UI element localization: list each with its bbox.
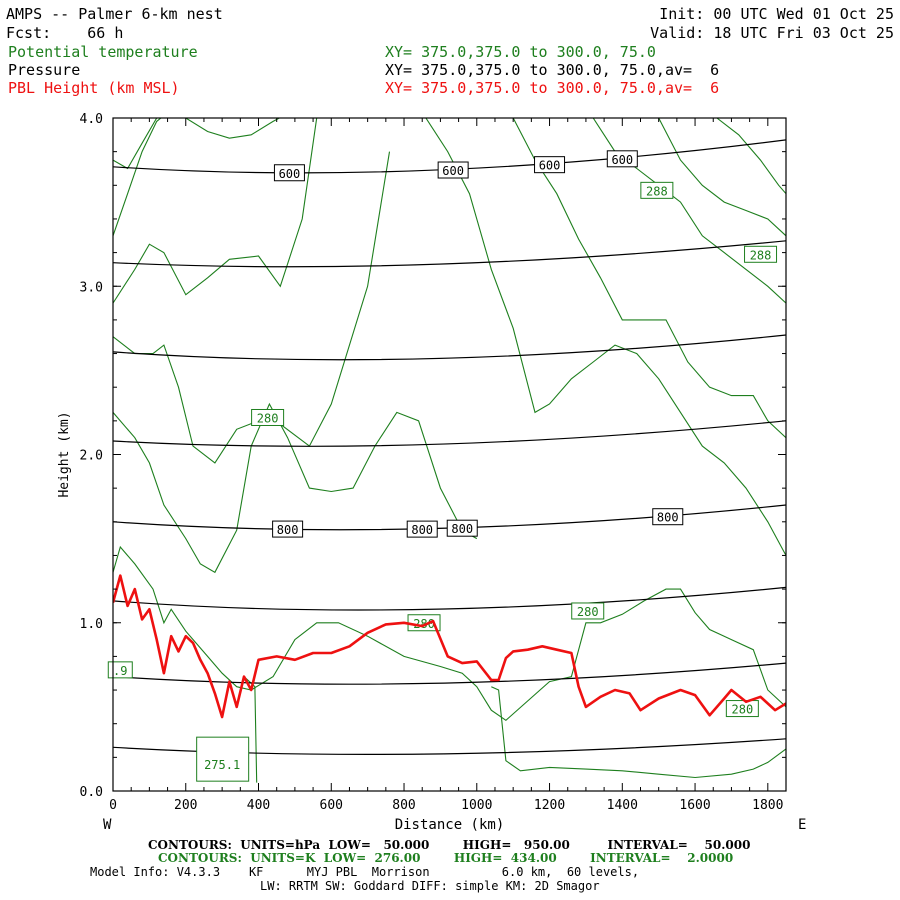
theta-min-box	[196, 736, 250, 782]
isobar-600	[112, 139, 787, 174]
isobar-label-box	[437, 161, 469, 179]
field-pressure-name: Pressure	[8, 61, 81, 79]
forecast-hour: Fcst: 66 h	[6, 24, 123, 42]
x-tick-label: 1000	[461, 798, 492, 813]
isobar-label-box	[606, 150, 638, 168]
isobar-700	[112, 334, 787, 361]
isobar-label: 800	[277, 523, 299, 537]
isobar-label: 800	[657, 511, 679, 525]
field-theta-xy: XY= 375.0,375.0 to 300.0, 75.0	[385, 43, 656, 61]
isobar-900	[112, 662, 787, 685]
theta-label-box	[571, 602, 605, 620]
theta-label-box	[725, 700, 759, 718]
y-tick-label: 2.0	[80, 449, 103, 464]
x-tick-label: 1400	[607, 798, 638, 813]
isobar-label-box	[406, 520, 438, 538]
x-tick-label: 1600	[679, 798, 710, 813]
x-tick-label: 600	[320, 798, 343, 813]
theta-label-box	[251, 408, 285, 426]
theta-contour-11	[113, 118, 158, 170]
isobar-label-box	[446, 519, 478, 537]
x-tick-label: 800	[392, 798, 415, 813]
theta-label-box	[640, 181, 674, 199]
isobar-label-box	[272, 520, 304, 538]
y-tick-label: 4.0	[80, 112, 103, 127]
theta-label: 280	[257, 411, 279, 425]
y-tick-label: 1.0	[80, 617, 103, 632]
forecast-label: Fcst:	[6, 24, 52, 42]
theta-label-box	[744, 245, 778, 263]
theta-min-value: 275.1	[204, 758, 240, 772]
theta-contour-8	[592, 118, 786, 304]
isobar-label: 600	[442, 164, 464, 178]
forecast-value: 66 h	[87, 24, 124, 42]
theta-contour-5	[491, 686, 786, 779]
model-info-physics: LW: RRTM SW: Goddard DIFF: simple KM: 2D…	[260, 879, 600, 893]
isobar-750	[112, 420, 787, 447]
isobar-label: 800	[451, 522, 473, 536]
field-pbl-name: PBL Height (km MSL)	[8, 79, 180, 97]
theta-contour-2	[113, 151, 391, 464]
theta-label: 280	[413, 617, 435, 631]
y-tick-label: 0.0	[80, 785, 103, 800]
theta-contour-1	[113, 118, 318, 304]
east-label: E	[798, 817, 806, 833]
isobar-850	[112, 586, 787, 611]
isobar-label-box	[652, 508, 684, 526]
x-tick-label: 400	[247, 798, 270, 813]
theta-contour-3	[113, 402, 478, 574]
field-pbl-xy: XY= 375.0,375.0 to 300.0, 75.0,av= 6	[385, 79, 720, 97]
field-theta-name: Potential temperature	[8, 43, 198, 61]
x-tick-label: 1800	[752, 798, 783, 813]
isobar-label: 600	[539, 159, 561, 173]
init-time: Init: 00 UTC Wed 01 Oct 25	[659, 5, 894, 23]
isobar-label: 600	[611, 153, 633, 167]
valid-time: Valid: 18 UTC Fri 03 Oct 25	[650, 24, 894, 42]
pbl-height-line	[113, 574, 786, 719]
theta-label: 280	[577, 605, 599, 619]
theta-label: 280	[732, 703, 754, 717]
theta-label: 288	[750, 248, 772, 262]
theta-contour-7	[512, 118, 786, 439]
theta-label-box	[107, 661, 133, 679]
model-title: AMPS -- Palmer 6-km nest	[6, 5, 223, 23]
isobar-label: 600	[279, 167, 301, 181]
theta-contour-info: CONTOURS: UNITS=K LOW= 276.00 HIGH= 434.…	[158, 851, 734, 865]
isobar-650	[112, 240, 787, 268]
theta-contour-min	[243, 676, 258, 783]
theta-label: .9	[113, 664, 127, 678]
x-tick-label: 200	[174, 798, 197, 813]
theta-contour-4	[113, 545, 786, 721]
theta-label: 288	[646, 184, 668, 198]
y-tick-label: 3.0	[80, 280, 103, 295]
x-axis-label: Distance (km)	[395, 817, 505, 833]
pressure-contour-info: CONTOURS: UNITS=hPa LOW= 50.000 HIGH= 95…	[148, 838, 751, 852]
x-tick-label: 0	[109, 798, 117, 813]
theta-contour-9	[658, 118, 786, 237]
isobar-label-box	[273, 164, 305, 182]
model-info: Model Info: V4.3.3 KF MYJ PBL Morrison 6…	[90, 865, 640, 879]
isobar-label: 800	[411, 523, 433, 537]
west-label: W	[103, 817, 112, 833]
y-axis-label: Height (km)	[57, 411, 72, 497]
theta-contour-6	[425, 118, 786, 556]
theta-contour-10	[716, 118, 786, 195]
x-tick-label: 1200	[534, 798, 565, 813]
field-pressure-xy: XY= 375.0,375.0 to 300.0, 75.0,av= 6	[385, 61, 720, 79]
isobar-label-box	[534, 156, 566, 174]
